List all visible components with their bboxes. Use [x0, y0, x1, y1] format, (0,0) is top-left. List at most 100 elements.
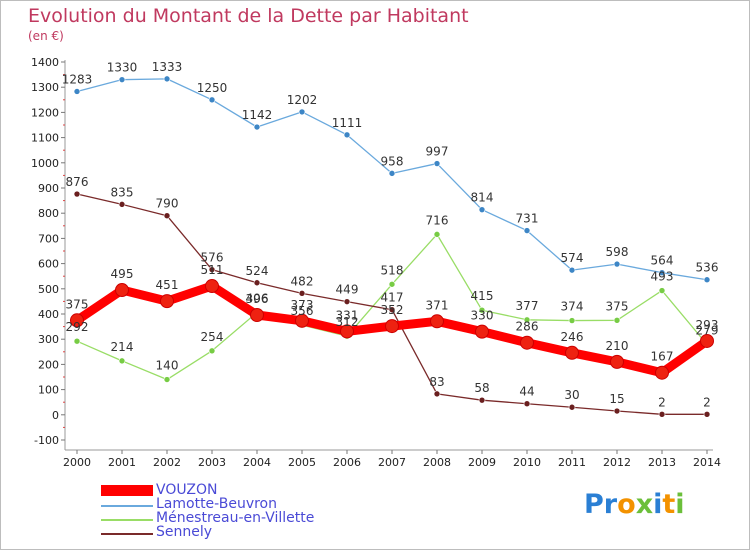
data-label: 374 — [561, 300, 584, 314]
data-label: 958 — [381, 154, 404, 168]
data-label: 2 — [703, 395, 711, 409]
data-label: 451 — [156, 278, 179, 292]
chart-unit-label: (en €) — [28, 29, 64, 43]
data-point — [340, 324, 354, 339]
data-label: 214 — [111, 340, 134, 354]
data-point — [433, 160, 441, 167]
data-point — [613, 316, 621, 324]
x-tick-label: 2013 — [648, 456, 676, 469]
legend-swatch — [101, 533, 153, 535]
data-point — [73, 88, 81, 95]
data-label: 524 — [246, 264, 269, 278]
data-label: 716 — [426, 213, 449, 227]
data-label: 835 — [111, 185, 134, 199]
chart-title: Evolution du Montant de la Dette par Hab… — [28, 5, 469, 27]
y-tick-label: 200 — [38, 358, 59, 371]
data-point — [73, 190, 81, 198]
logo-letter: x — [635, 489, 654, 520]
data-label: 30 — [564, 388, 579, 402]
x-tick-label: 2011 — [558, 456, 586, 469]
data-point — [388, 306, 396, 314]
data-point — [523, 400, 531, 408]
data-point — [700, 333, 714, 348]
data-label: 293 — [696, 318, 719, 332]
y-tick-label: 600 — [38, 258, 59, 271]
data-label: 58 — [474, 381, 489, 395]
data-point — [655, 365, 669, 380]
data-point — [658, 269, 666, 276]
x-tick-label: 2008 — [423, 456, 451, 469]
data-point — [343, 131, 351, 139]
data-point — [385, 319, 399, 334]
logo-letter: r — [603, 489, 618, 520]
data-label: 406 — [246, 291, 269, 305]
data-label: 254 — [201, 330, 224, 344]
data-point — [388, 170, 396, 177]
data-point — [73, 337, 81, 345]
x-tick-label: 2014 — [693, 456, 721, 469]
data-label: 790 — [156, 197, 179, 211]
data-label: 83 — [429, 375, 444, 389]
data-label: 396 — [246, 292, 269, 306]
data-point — [205, 279, 219, 294]
data-label: 167 — [651, 350, 674, 364]
y-tick-label: 1200 — [31, 106, 59, 119]
data-point — [208, 347, 216, 355]
legend-label: Ménestreau-en-Villette — [156, 510, 315, 526]
data-label: 564 — [651, 254, 674, 268]
y-tick-label: 1300 — [31, 81, 59, 94]
data-point — [568, 403, 576, 411]
data-point — [703, 276, 711, 284]
x-tick-label: 2005 — [288, 456, 316, 469]
data-label: 536 — [696, 261, 719, 275]
x-tick-label: 2002 — [153, 456, 181, 469]
data-label: 814 — [471, 191, 494, 205]
data-label: 1111 — [332, 116, 363, 130]
data-label: 1142 — [242, 108, 273, 122]
data-label: 375 — [66, 297, 89, 311]
data-point — [433, 390, 441, 398]
data-label: 482 — [291, 274, 314, 288]
y-tick-label: 1400 — [31, 56, 59, 69]
data-point — [658, 410, 666, 418]
y-tick-label: 900 — [38, 182, 59, 195]
data-point — [253, 123, 261, 131]
data-label: 210 — [606, 339, 629, 353]
logo-letter: P — [584, 489, 604, 520]
x-tick-label: 2003 — [198, 456, 226, 469]
x-tick-label: 2010 — [513, 456, 541, 469]
data-point — [388, 280, 396, 288]
data-point — [613, 260, 621, 268]
data-label: 518 — [381, 263, 404, 277]
data-point — [208, 266, 216, 273]
data-point — [160, 294, 174, 309]
data-point — [568, 317, 576, 324]
data-label: 576 — [201, 251, 224, 265]
logo-letter: i — [653, 489, 663, 520]
data-point — [568, 266, 576, 274]
legend-label: Sennely — [156, 524, 213, 540]
data-point — [610, 354, 624, 369]
data-point — [703, 410, 711, 418]
y-tick-label: 800 — [38, 207, 59, 220]
data-label: 330 — [471, 309, 494, 323]
data-point — [475, 324, 489, 339]
data-label: 598 — [606, 245, 629, 259]
data-label: 15 — [609, 392, 624, 406]
data-label: 1283 — [62, 72, 93, 86]
data-point — [430, 314, 444, 329]
data-label: 373 — [291, 298, 314, 312]
data-label: 731 — [516, 212, 539, 226]
data-point — [163, 376, 171, 383]
data-point — [208, 96, 216, 104]
data-label: 1330 — [107, 61, 138, 75]
data-label: 417 — [381, 291, 404, 305]
data-point — [613, 407, 621, 415]
x-tick-label: 2006 — [333, 456, 361, 469]
y-tick-label: 1100 — [31, 132, 59, 145]
data-label: 511 — [201, 263, 224, 277]
data-point — [658, 287, 666, 294]
y-tick-label: 0 — [52, 409, 59, 422]
y-tick-label: -100 — [34, 434, 59, 447]
